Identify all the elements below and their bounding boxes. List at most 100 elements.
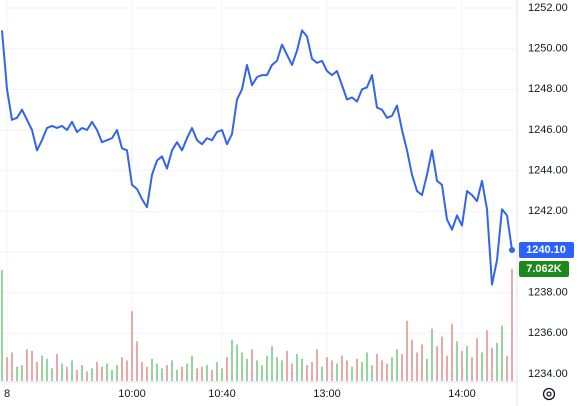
y-tick-label: 1244.00	[528, 165, 568, 177]
y-tick-label: 1246.00	[528, 124, 568, 136]
volume-bar	[446, 355, 448, 381]
volume-bar	[71, 360, 73, 381]
volume-bar	[481, 352, 483, 381]
volume-bar	[341, 355, 343, 381]
volume-bar	[376, 354, 378, 381]
volume-bar	[431, 328, 433, 381]
volume-bar	[106, 363, 108, 381]
last-point	[509, 246, 515, 253]
volume-bar	[511, 269, 513, 381]
volume-bar	[406, 320, 408, 381]
volume-bar	[186, 363, 188, 381]
volume-bar	[76, 369, 78, 381]
volume-bar	[421, 344, 423, 381]
volume-label: 7.062K	[526, 263, 562, 275]
volume-bar	[146, 366, 148, 381]
volume-bar	[306, 365, 308, 381]
price-label: 1240.10	[526, 244, 566, 256]
volume-bar	[156, 363, 158, 381]
volume-bar	[291, 363, 293, 381]
volume-bar	[86, 371, 88, 381]
volume-bar	[366, 352, 368, 381]
volume-bar	[506, 355, 508, 381]
volume-bar	[471, 357, 473, 381]
volume-bar	[461, 350, 463, 381]
volume-bar	[46, 358, 48, 381]
volume-bar	[226, 357, 228, 381]
volume-bar	[276, 357, 278, 381]
volume-bar	[441, 336, 443, 381]
volume-bar	[191, 355, 193, 381]
volume-bar	[126, 360, 128, 381]
volume-bar	[391, 357, 393, 381]
volume-bar	[206, 365, 208, 381]
volume-bar	[26, 349, 28, 381]
volume-bar	[281, 360, 283, 381]
volume-bar	[81, 365, 83, 381]
volume-bar	[451, 323, 453, 381]
volume-bar	[166, 365, 168, 381]
volume-bar	[121, 357, 123, 381]
volume-bar	[251, 349, 253, 381]
volume-bar	[236, 344, 238, 381]
volume-bar	[436, 346, 438, 381]
volume-bar	[41, 355, 43, 381]
volume-bar	[221, 368, 223, 381]
volume-bar	[296, 354, 298, 381]
volume-bar	[361, 361, 363, 381]
volume-bar	[501, 325, 503, 381]
price-label-box	[519, 241, 574, 258]
volume-bar	[66, 366, 68, 381]
volume-bar	[411, 339, 413, 381]
volume-bar	[181, 366, 183, 381]
x-tick-label: 10:40	[208, 388, 236, 400]
volume-bar	[316, 349, 318, 381]
volume-bar	[151, 358, 153, 381]
volume-bar	[491, 347, 493, 381]
volume-bar	[326, 357, 328, 381]
volume-bar	[101, 366, 103, 381]
volume	[1, 269, 513, 381]
volume-bar	[356, 358, 358, 381]
volume-bar	[336, 363, 338, 381]
volume-bar	[116, 365, 118, 381]
volume-bar	[16, 366, 18, 381]
volume-bar	[311, 361, 313, 381]
settings-icon[interactable]	[542, 387, 556, 401]
volume-bar	[301, 358, 303, 381]
volume-bar	[351, 366, 353, 381]
volume-bar	[6, 357, 8, 381]
volume-bar	[131, 311, 133, 381]
volume-bar	[396, 349, 398, 381]
volume-bar	[321, 366, 323, 381]
volume-bar	[161, 368, 163, 381]
axis: 1234.001236.001238.001240.001242.001244.…	[4, 2, 574, 400]
volume-bar	[331, 360, 333, 381]
x-tick-label: 14:00	[448, 388, 476, 400]
volume-bar	[426, 358, 428, 381]
price	[1, 29, 515, 286]
volume-bar	[381, 360, 383, 381]
volume-bar	[136, 341, 138, 381]
volume-bar	[176, 369, 178, 381]
volume-bar	[21, 365, 23, 381]
volume-bar	[416, 352, 418, 381]
volume-bar	[216, 361, 218, 381]
volume-bar	[401, 354, 403, 381]
volume-bar	[61, 363, 63, 381]
x-tick-label: 10:00	[118, 388, 146, 400]
volume-bar	[266, 355, 268, 381]
x-tick-label: 8	[4, 388, 10, 400]
volume-bar	[456, 341, 458, 381]
y-tick-label: 1242.00	[528, 205, 568, 217]
y-tick-label: 1238.00	[528, 287, 568, 299]
volume-bar	[31, 350, 33, 381]
y-tick-label: 1248.00	[528, 83, 568, 95]
volume-bar	[371, 365, 373, 381]
volume-bar	[231, 339, 233, 381]
volume-bar	[111, 369, 113, 381]
y-tick-label: 1236.00	[528, 327, 568, 339]
volume-bar	[51, 368, 53, 381]
volume-bar	[241, 352, 243, 381]
